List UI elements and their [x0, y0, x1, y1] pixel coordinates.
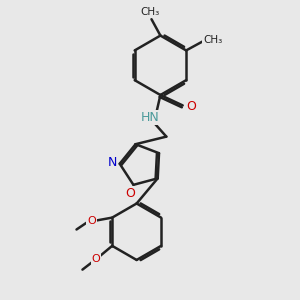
Text: O: O [125, 187, 135, 200]
Text: N: N [108, 156, 117, 169]
Text: O: O [92, 254, 100, 264]
Text: O: O [87, 216, 96, 226]
Text: O: O [186, 100, 196, 113]
Text: CH₃: CH₃ [140, 7, 160, 17]
Text: CH₃: CH₃ [203, 35, 223, 45]
Text: HN: HN [141, 111, 159, 124]
